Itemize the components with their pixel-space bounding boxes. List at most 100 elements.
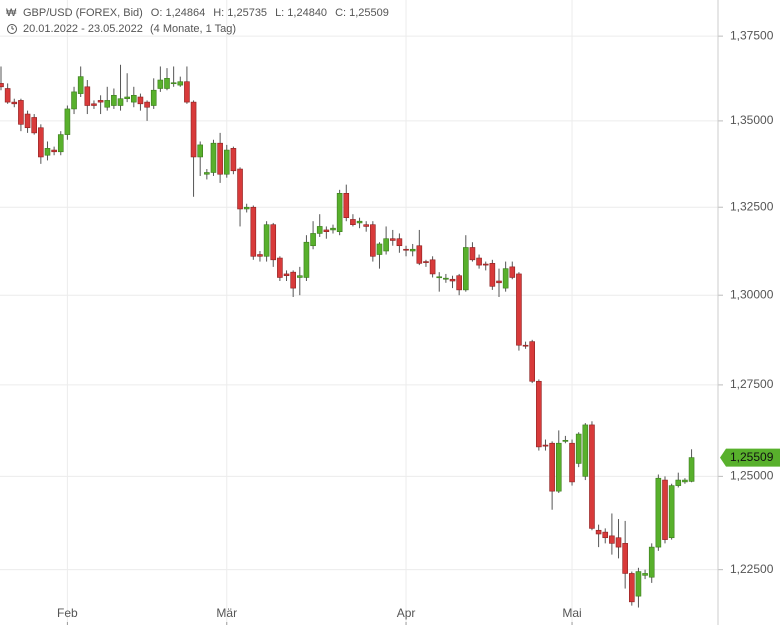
- candle-body: [582, 424, 589, 477]
- candle-body: [602, 531, 609, 539]
- candle-body: [71, 91, 77, 110]
- candle-body: [164, 78, 170, 89]
- candle-body: [84, 86, 91, 106]
- candle-body: [190, 101, 197, 158]
- candle-body: [682, 479, 688, 483]
- candle-body: [496, 280, 502, 284]
- candle-body: [662, 479, 668, 540]
- candle-body: [423, 261, 429, 263]
- candle-body: [462, 247, 469, 291]
- x-tick-label: Apr: [397, 606, 416, 620]
- candle-body: [316, 226, 323, 234]
- candle-body: [210, 142, 217, 173]
- candle-body: [350, 219, 356, 225]
- candle-body: [469, 247, 476, 261]
- candle-body: [476, 257, 482, 266]
- header-value: L: 1,24840: [275, 7, 327, 19]
- candle-body: [117, 98, 124, 106]
- candle-body: [555, 442, 562, 492]
- header-value: H: 1,25735: [213, 7, 267, 19]
- candle-body: [157, 79, 164, 89]
- candle-body: [549, 442, 555, 492]
- candle-body: [363, 224, 370, 227]
- candle-body: [296, 275, 303, 278]
- candle-body: [655, 477, 662, 548]
- candle-body: [622, 543, 628, 574]
- candle-body: [104, 100, 111, 108]
- candle-body: [403, 248, 409, 251]
- candle-body: [144, 101, 150, 108]
- candle-body: [4, 88, 11, 103]
- candle-body: [250, 206, 257, 257]
- candle-body: [57, 134, 64, 153]
- candle-body: [217, 142, 223, 175]
- candle-body: [542, 444, 549, 447]
- candle-body: [536, 380, 542, 448]
- y-tick-label: 1,37500: [730, 28, 774, 42]
- candle-body: [436, 276, 443, 279]
- chart-title: GBP/USD (FOREX, Bid): [23, 7, 143, 19]
- candle-body: [64, 108, 71, 135]
- candle-body: [409, 248, 416, 252]
- candle-body: [257, 254, 263, 257]
- candle-body: [516, 273, 522, 346]
- candle-body: [283, 273, 290, 277]
- candle-body: [615, 537, 622, 548]
- candle-body: [330, 227, 336, 231]
- y-tick-label: 1,22500: [730, 562, 774, 576]
- candle-body: [370, 224, 376, 257]
- candle-body: [31, 117, 38, 134]
- candle-body: [310, 233, 316, 247]
- candle-body: [303, 241, 310, 278]
- y-tick-label: 1,30000: [730, 287, 774, 301]
- candle-body: [609, 535, 615, 544]
- candle-body: [635, 571, 642, 597]
- candle-body: [628, 573, 635, 603]
- candle-body: [237, 168, 243, 210]
- candle-body: [204, 172, 210, 175]
- candle-body: [243, 206, 250, 210]
- candle-body: [489, 263, 496, 287]
- candle-body: [97, 100, 104, 103]
- header-icon: ₩: [6, 7, 17, 19]
- header-value: C: 1,25509: [335, 7, 389, 19]
- y-tick-label: 1,27500: [730, 377, 774, 391]
- candle-body: [383, 238, 389, 252]
- candle-body: [449, 278, 456, 282]
- candle-body: [509, 266, 516, 278]
- candle-body: [522, 344, 529, 347]
- period: (4 Monate, 1 Tag): [150, 23, 236, 35]
- candle-body: [150, 89, 157, 106]
- candle-body: [642, 573, 648, 576]
- candle-body: [277, 257, 283, 278]
- candle-body: [688, 457, 695, 482]
- candle-body: [429, 259, 436, 275]
- x-tick-label: Mär: [216, 606, 237, 620]
- candle-body: [502, 268, 509, 289]
- candle-body: [24, 113, 31, 129]
- candle-body: [396, 238, 403, 247]
- candle-body: [482, 263, 489, 266]
- candle-body: [77, 76, 84, 94]
- candle-body: [356, 220, 363, 224]
- last-price-label: 1,25509: [730, 450, 774, 464]
- candle-body: [51, 149, 57, 153]
- candle-body: [569, 442, 575, 483]
- candle-body: [197, 144, 203, 158]
- candle-body: [456, 275, 462, 291]
- candle-body: [137, 96, 144, 105]
- candle-body: [18, 100, 24, 125]
- candle-body: [263, 224, 270, 257]
- candle-body: [230, 148, 237, 172]
- header: ₩ GBP/USD (FOREX, Bid) 20.01.2022 - 23.0…: [6, 7, 236, 35]
- candle-body: [668, 485, 675, 539]
- candle-body: [648, 546, 655, 578]
- candle-body: [0, 83, 4, 88]
- candle-body: [170, 82, 177, 85]
- candle-body: [595, 529, 602, 535]
- date-range: 20.01.2022 - 23.05.2022: [23, 23, 143, 35]
- candle-body: [177, 81, 184, 86]
- last-price-tag: [720, 448, 780, 467]
